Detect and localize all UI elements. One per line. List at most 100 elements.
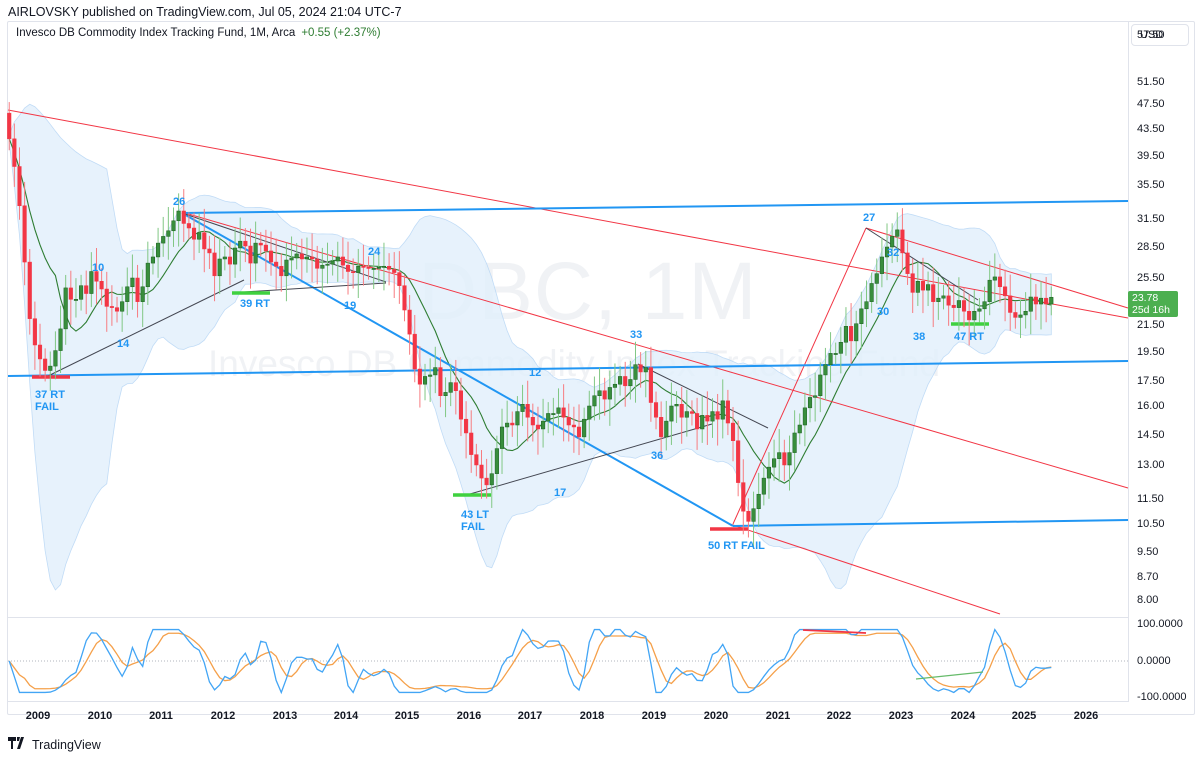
blue-descending-line <box>181 212 734 527</box>
candle-body <box>258 242 263 246</box>
candle-body <box>443 392 448 396</box>
candle-body <box>741 482 746 512</box>
candle-body <box>859 308 864 324</box>
wave-annotation: 30 <box>877 306 890 318</box>
price-change: +0.55 (+2.37%) <box>301 27 381 39</box>
candle-body <box>653 402 659 418</box>
year-tick: 2020 <box>703 710 729 722</box>
candle-body <box>679 404 684 418</box>
candle-body <box>238 240 243 249</box>
candle-body <box>376 267 381 269</box>
candle-body <box>551 413 556 415</box>
candle-body <box>787 452 792 466</box>
red-2022-downtrend <box>865 227 1129 309</box>
price-axis-divider <box>1128 22 1129 702</box>
candle-body <box>515 411 520 426</box>
candle-body <box>7 112 12 140</box>
price-tick: 43.50 <box>1137 123 1165 135</box>
candle-body <box>43 358 48 371</box>
candle-body <box>890 236 895 248</box>
candle-body <box>299 253 304 260</box>
candle-body <box>823 364 828 376</box>
candle-body <box>556 407 561 414</box>
candle-body <box>1033 296 1038 305</box>
tradingview-brand[interactable]: TradingView <box>8 737 101 752</box>
price-tick: 10.50 <box>1137 518 1165 530</box>
candle-body <box>561 407 566 418</box>
year-tick: 2012 <box>210 710 236 722</box>
candle-body <box>710 411 715 422</box>
candle-body <box>931 284 936 302</box>
price-tick: 28.50 <box>1137 241 1165 253</box>
wave-annotation: 39 RT <box>240 298 270 310</box>
candle-body <box>68 287 73 300</box>
candle-body <box>1013 312 1018 318</box>
candle-body <box>37 344 43 360</box>
oscillator-bullish-divergence <box>915 671 984 680</box>
candle-body <box>320 264 325 269</box>
bar-countdown: 25d 16h <box>1132 304 1170 316</box>
oscillator-tick: 100.0000 <box>1137 618 1183 630</box>
candle-body <box>546 413 551 422</box>
symbol-description: Invesco DB Commodity Index Tracking Fund… <box>16 27 296 39</box>
candle-body <box>22 205 27 263</box>
candle-body <box>756 493 761 509</box>
candle-body <box>289 257 294 261</box>
candle-body <box>807 397 813 409</box>
candle-body <box>700 415 705 430</box>
wave-annotation: 26 <box>173 196 186 208</box>
candle-body <box>268 250 274 263</box>
wave-annotation: 32 <box>887 247 900 259</box>
candle-body <box>207 248 212 254</box>
candle-body <box>351 271 356 273</box>
candle-body <box>1003 286 1008 297</box>
candle-body <box>12 138 17 167</box>
candle-body <box>566 417 571 426</box>
candle-body <box>304 256 310 260</box>
candle-body <box>746 510 751 522</box>
year-tick: 2015 <box>394 710 420 722</box>
candle-body <box>987 279 992 302</box>
candle-body <box>325 263 330 266</box>
candle-body <box>761 477 766 495</box>
candle-body <box>489 473 494 486</box>
candle-body <box>1044 297 1049 305</box>
red-channel-upper <box>7 109 1129 319</box>
price-tick: 25.50 <box>1137 272 1165 284</box>
year-tick: 2010 <box>87 710 113 722</box>
candle-body <box>623 376 628 387</box>
candle-body <box>330 260 335 265</box>
candle-body <box>797 424 802 434</box>
candle-body <box>900 229 905 254</box>
wave-annotation: 33 <box>630 329 643 341</box>
candle-body <box>253 242 258 264</box>
wave-annotation: 19 <box>344 300 357 312</box>
candle-body <box>725 400 730 424</box>
candle-body <box>474 454 479 466</box>
candle-body <box>802 407 807 426</box>
candle-body <box>1008 295 1013 313</box>
candle-body <box>879 256 884 274</box>
candle-body <box>792 432 797 453</box>
candle-body <box>94 271 99 282</box>
candle-body <box>135 277 140 302</box>
price-tick: 16.00 <box>1137 400 1165 412</box>
candle-body <box>695 413 700 430</box>
candle-body <box>864 301 869 310</box>
pane-divider[interactable] <box>8 617 1128 618</box>
candle-body <box>222 256 227 260</box>
symbol-legend: Invesco DB Commodity Index Tracking Fund… <box>16 27 381 39</box>
black-trendline-2018 <box>637 363 769 429</box>
candle-body <box>628 379 633 387</box>
blue-resistance-2011 <box>181 200 1129 214</box>
candle-body <box>279 265 284 277</box>
wave-annotation: 12 <box>529 367 542 379</box>
candle-body <box>530 417 535 426</box>
currency-button[interactable]: USD <box>1131 24 1189 46</box>
price-tick: 57.50 <box>1137 29 1165 41</box>
candle-body <box>941 295 946 299</box>
candle-body <box>417 368 422 385</box>
candle-body <box>843 326 849 343</box>
candle-body <box>176 210 181 222</box>
